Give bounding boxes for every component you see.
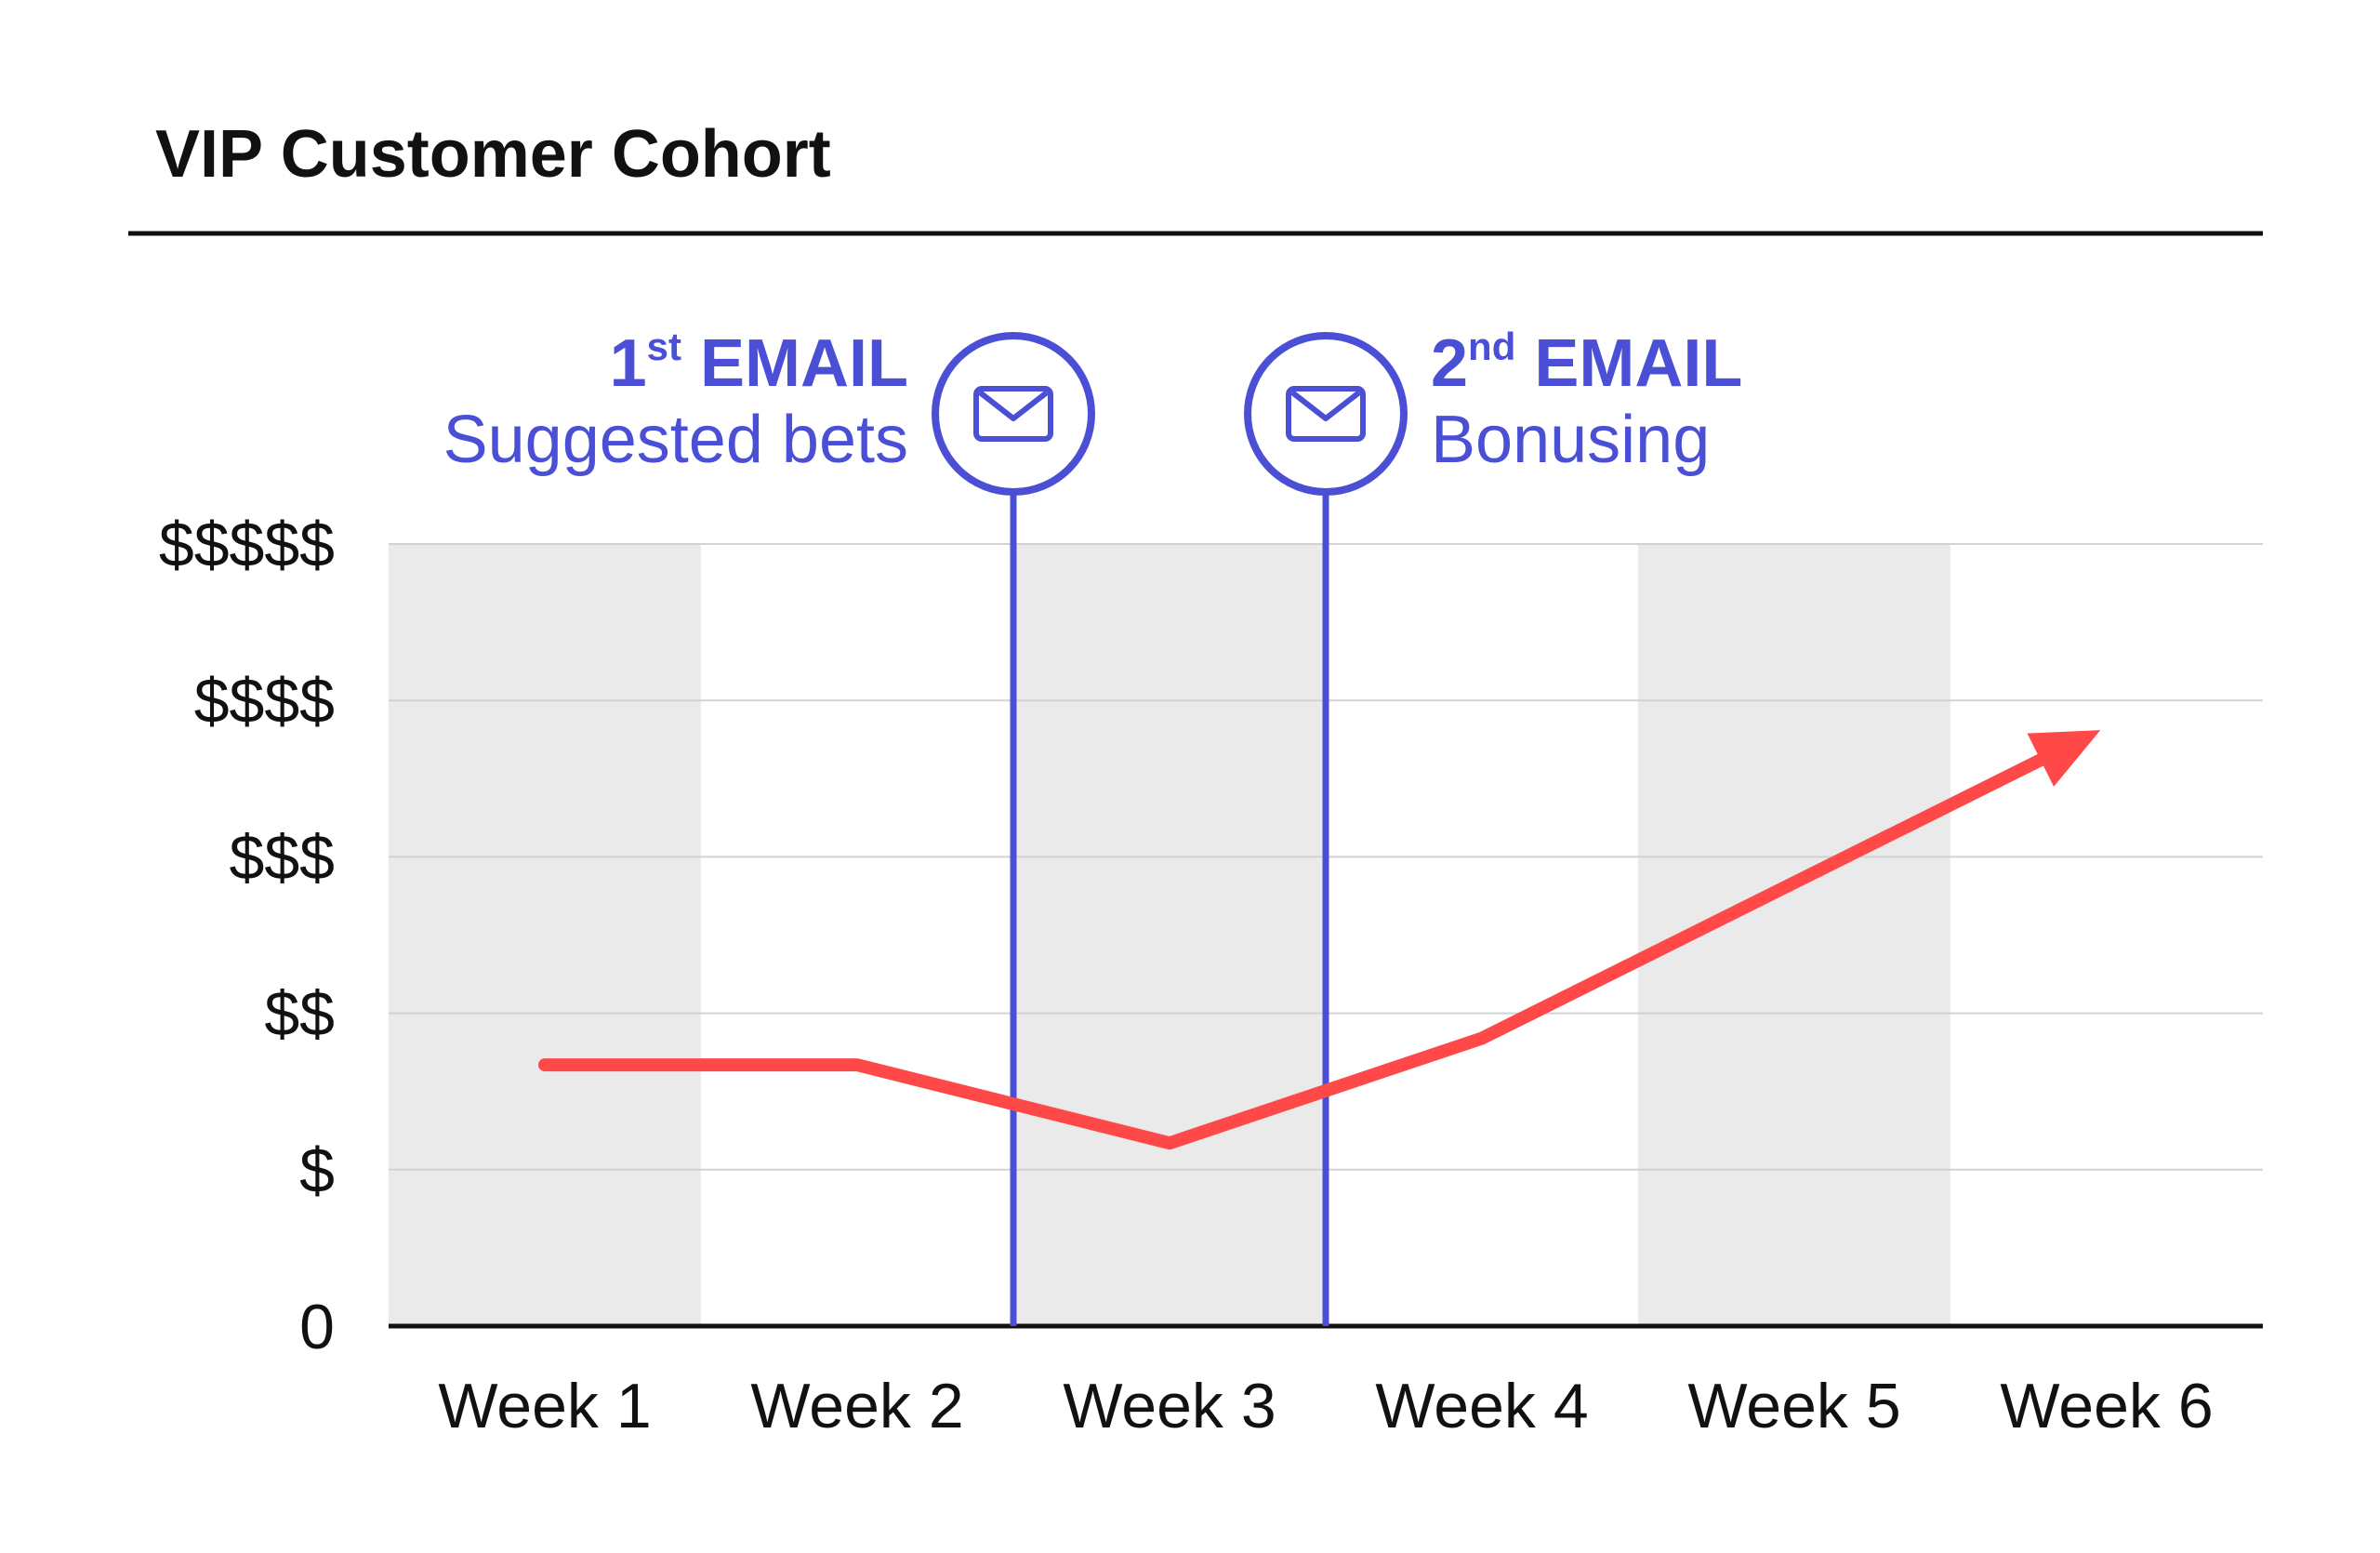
email-subtitle-2: Bonusing — [1431, 403, 1710, 477]
y-tick-label-3: $$$ — [230, 822, 335, 893]
y-axis-tick-labels: 0$$$$$$$$$$$$$$$ — [159, 510, 335, 1362]
email-marker-circle-1 — [932, 332, 1095, 496]
email-subtitle-1: Suggested bets — [443, 403, 908, 477]
y-tick-label-0: 0 — [299, 1292, 335, 1362]
envelope-flap — [1290, 390, 1361, 421]
x-tick-label-week-1: Week 1 — [438, 1371, 651, 1441]
email-envelope-icon — [973, 386, 1053, 442]
x-tick-label-week-3: Week 3 — [1063, 1371, 1276, 1441]
y-tick-label-2: $$ — [264, 979, 335, 1050]
email-title-1: 1st EMAIL — [610, 325, 908, 401]
y-tick-label-1: $ — [299, 1135, 335, 1206]
y-tick-label-4: $$$$ — [194, 666, 335, 737]
envelope-flap — [978, 390, 1049, 421]
x-tick-label-week-6: Week 6 — [2000, 1371, 2213, 1441]
email-markers — [1010, 493, 1329, 1326]
x-tick-label-week-5: Week 5 — [1687, 1371, 1900, 1441]
shade-band-week-3 — [1013, 544, 1326, 1326]
series-layer — [538, 730, 2101, 1150]
shade-band-week-1 — [389, 544, 701, 1326]
x-tick-label-week-2: Week 2 — [750, 1371, 963, 1441]
y-tick-label-5: $$$$$ — [159, 510, 335, 580]
trend-arrowhead — [2027, 730, 2101, 787]
email-envelope-icon — [1286, 386, 1366, 442]
series-line-1 — [538, 744, 2066, 1150]
column-shading — [389, 544, 1950, 1326]
email-title-2: 2nd EMAIL — [1431, 325, 1742, 401]
x-axis-tick-labels: Week 1 Week 2 Week 3 Week 4 Week 5 Week 6 — [438, 1371, 2213, 1441]
x-tick-label-week-4: Week 4 — [1375, 1371, 1588, 1441]
chart-title: VIP Customer Cohort — [155, 117, 831, 192]
email-marker-circle-2 — [1244, 332, 1408, 496]
